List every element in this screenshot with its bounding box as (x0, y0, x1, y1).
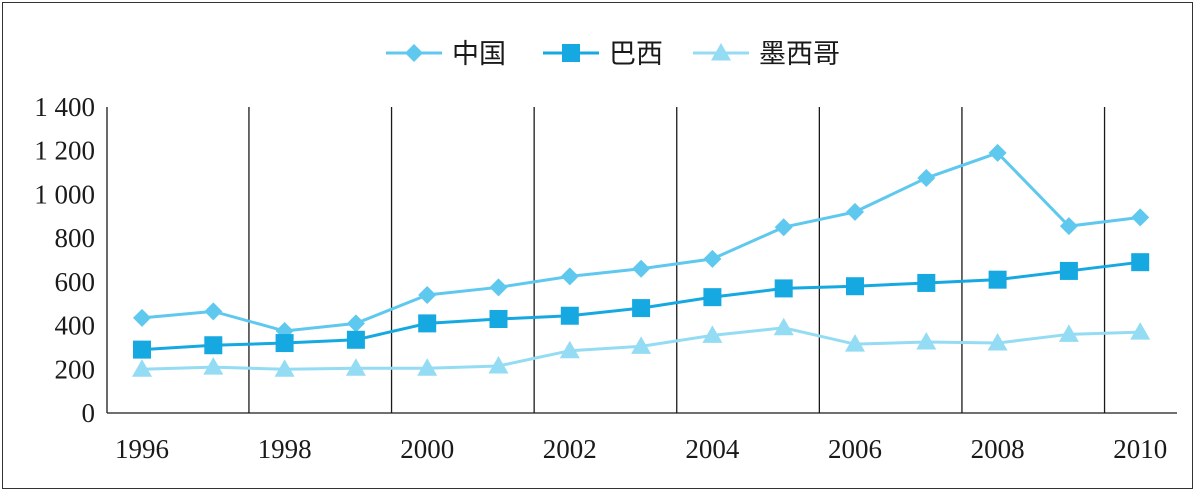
data-point (703, 288, 722, 307)
data-point (917, 169, 936, 188)
axis-layer: 0 200 400 600 800 1 000 1 200 1 400 1996 1998 2000… (34, 92, 1177, 464)
data-point (1059, 217, 1078, 236)
data-point (987, 333, 1008, 351)
data-point (204, 336, 223, 355)
data-point (488, 356, 509, 374)
data-point (560, 306, 579, 325)
series-2 (132, 317, 1151, 377)
data-point (274, 359, 295, 377)
legend-marker (405, 44, 423, 62)
series-layer (132, 143, 1151, 377)
y-tick-label: 400 (55, 311, 96, 341)
data-point (345, 358, 366, 376)
data-point (1131, 253, 1150, 272)
data-point (204, 302, 223, 321)
data-point (346, 314, 365, 333)
legend-entry: 墨西哥 (693, 39, 840, 70)
data-point (773, 317, 794, 336)
data-point (846, 202, 864, 221)
data-point (917, 273, 936, 292)
data-point (988, 270, 1007, 289)
data-point (988, 143, 1007, 162)
legend-entry: 巴西 (543, 39, 663, 70)
data-point (346, 330, 365, 349)
legend-marker (562, 44, 580, 62)
line-chart: 0 200 400 600 800 1 000 1 200 1 400 1996 1998 2000… (34, 39, 1177, 464)
y-tick-label: 1 400 (34, 92, 95, 122)
data-point (631, 336, 652, 354)
data-point (560, 267, 579, 286)
legend-label: 巴西 (609, 39, 663, 70)
data-point (1059, 261, 1078, 280)
data-point (275, 334, 294, 353)
legend-label: 墨西哥 (759, 39, 840, 70)
data-point (418, 285, 437, 304)
legend-entry: 中国 (386, 39, 506, 70)
series-1 (133, 253, 1150, 359)
data-point (132, 359, 152, 377)
data-point (559, 340, 580, 359)
y-tick-label: 200 (55, 354, 96, 384)
x-tick-label: 2000 (400, 434, 454, 464)
x-tick-label: 2008 (971, 434, 1025, 464)
data-point (846, 277, 864, 296)
data-point (489, 310, 508, 329)
series-0 (133, 143, 1150, 341)
data-point (702, 325, 723, 343)
data-point (133, 340, 151, 359)
data-point (774, 218, 793, 237)
y-tick-label: 0 (82, 398, 96, 428)
x-tick-label: 1996 (115, 434, 169, 464)
x-tick-label: 2004 (685, 434, 740, 464)
x-tick-label: 2002 (543, 434, 597, 464)
data-point (774, 279, 793, 298)
data-point (1131, 208, 1150, 227)
legend-label: 中国 (452, 39, 506, 70)
y-tick-label: 800 (55, 223, 96, 253)
data-point (418, 314, 437, 333)
x-tick-label: 1998 (258, 434, 312, 464)
grid-layer (248, 107, 1106, 413)
data-point (632, 299, 651, 318)
data-point (916, 331, 937, 350)
data-point (203, 357, 224, 375)
legend: 中国 巴西 墨西哥 (386, 39, 840, 70)
data-point (845, 334, 865, 352)
legend-marker (711, 43, 731, 61)
data-point (489, 278, 508, 297)
data-point (1058, 324, 1079, 342)
x-tick-label: 2010 (1113, 434, 1167, 464)
y-tick-label: 1 200 (34, 136, 95, 166)
y-tick-label: 1 000 (34, 179, 95, 209)
x-tick-label: 2006 (828, 434, 882, 464)
data-point (417, 358, 438, 376)
data-point (1130, 322, 1151, 340)
data-point (703, 249, 722, 268)
y-tick-label: 600 (55, 267, 96, 297)
data-point (632, 259, 651, 278)
data-point (133, 308, 151, 327)
